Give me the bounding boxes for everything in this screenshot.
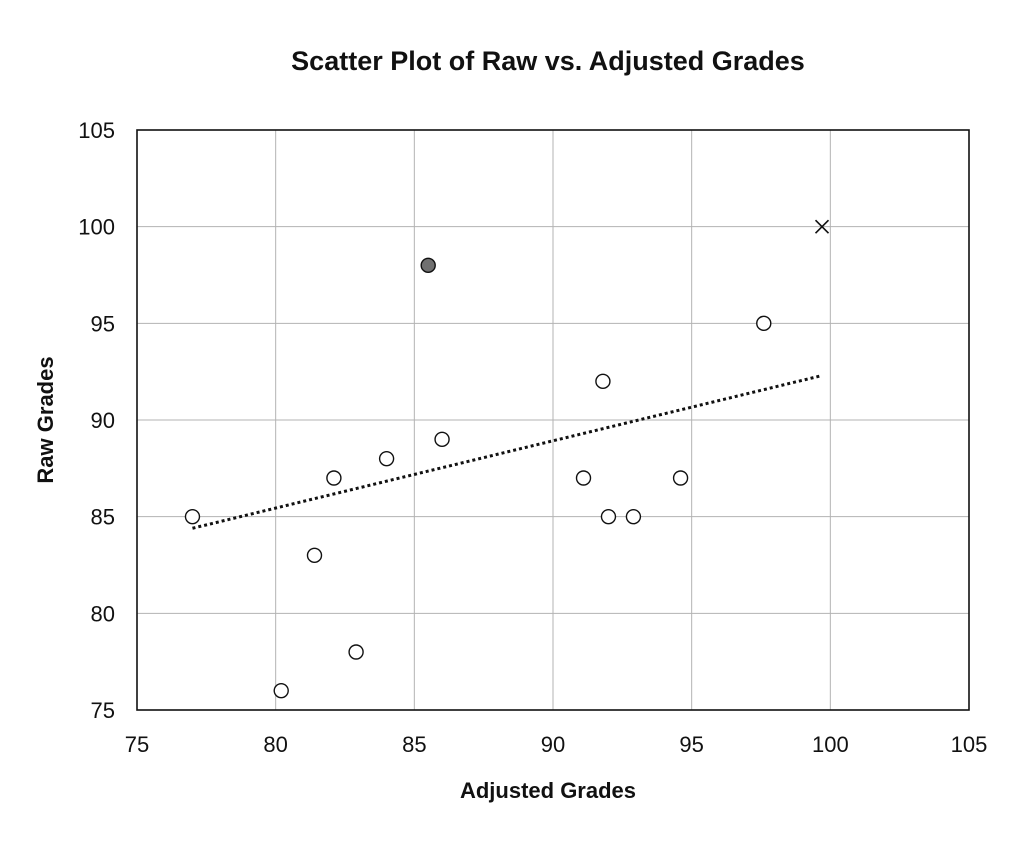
- data-point: [378, 450, 395, 467]
- data-point: [273, 682, 289, 699]
- x-tick-label: 100: [812, 732, 849, 757]
- y-tick-label: 80: [91, 601, 115, 626]
- x-axis-label: Adjusted Grades: [460, 778, 636, 803]
- data-point: [595, 373, 611, 390]
- data-point: [434, 431, 450, 448]
- x-tick-label: 105: [951, 732, 988, 757]
- data-point: [184, 508, 201, 525]
- y-tick-label: 75: [91, 698, 115, 723]
- y-tick-label: 95: [91, 311, 115, 336]
- trendline: [192, 374, 823, 530]
- y-axis-label: Raw Grades: [33, 356, 58, 483]
- data-point: [600, 508, 617, 525]
- gridlines: [137, 130, 969, 710]
- y-tick-label: 85: [91, 505, 115, 530]
- x-tick-label: 75: [125, 732, 149, 757]
- data-point: [348, 644, 364, 660]
- x-tick-label: 80: [263, 732, 287, 757]
- x-tick-labels: 75 80 85 90 95 100 105: [125, 732, 988, 757]
- plot-area-frame: [136, 129, 970, 711]
- y-tick-label: 100: [78, 215, 115, 240]
- data-points: [184, 219, 830, 699]
- x-tick-label: 85: [402, 732, 426, 757]
- data-point: [625, 508, 642, 525]
- data-point-filled: [420, 257, 436, 274]
- data-point: [672, 470, 689, 486]
- data-point-x-marker: [814, 219, 830, 234]
- y-tick-label: 105: [78, 118, 115, 143]
- y-tick-labels: 75 80 85 90 95 100 105: [78, 118, 115, 723]
- data-point: [326, 470, 342, 486]
- x-tick-label: 95: [679, 732, 703, 757]
- y-tick-label: 90: [91, 408, 115, 433]
- data-point: [756, 315, 772, 332]
- trendline-layer: [192, 374, 823, 530]
- data-point: [575, 470, 592, 486]
- chart-title: Scatter Plot of Raw vs. Adjusted Grades: [291, 46, 805, 76]
- data-point: [306, 547, 323, 564]
- x-tick-label: 90: [541, 732, 565, 757]
